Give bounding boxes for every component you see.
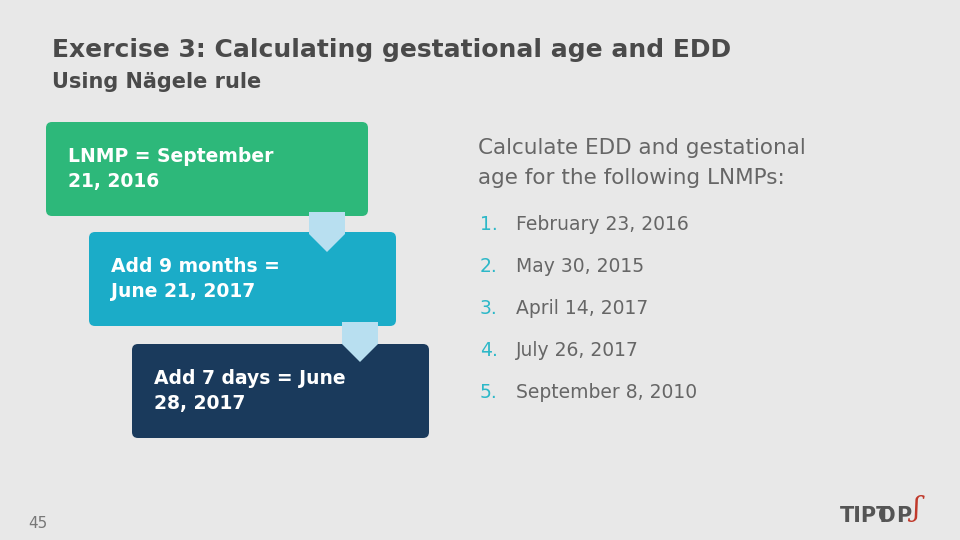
Text: age for the following LNMPs:: age for the following LNMPs: bbox=[478, 168, 784, 188]
FancyBboxPatch shape bbox=[132, 344, 429, 438]
Text: July 26, 2017: July 26, 2017 bbox=[516, 341, 638, 360]
Polygon shape bbox=[309, 212, 345, 252]
FancyBboxPatch shape bbox=[46, 122, 368, 216]
Text: Add 7 days = June
28, 2017: Add 7 days = June 28, 2017 bbox=[154, 369, 346, 414]
Text: ʃ: ʃ bbox=[912, 495, 920, 522]
Text: February 23, 2016: February 23, 2016 bbox=[516, 215, 688, 234]
Text: LNMP = September
21, 2016: LNMP = September 21, 2016 bbox=[68, 147, 274, 191]
Text: 1.: 1. bbox=[480, 215, 497, 234]
Text: Add 9 months =
June 21, 2017: Add 9 months = June 21, 2017 bbox=[111, 256, 280, 301]
Polygon shape bbox=[342, 322, 378, 362]
FancyBboxPatch shape bbox=[89, 232, 396, 326]
Text: 2.: 2. bbox=[480, 257, 497, 276]
Text: 4.: 4. bbox=[480, 341, 498, 360]
Text: 3.: 3. bbox=[480, 299, 497, 318]
Text: Exercise 3: Calculating gestational age and EDD: Exercise 3: Calculating gestational age … bbox=[52, 38, 732, 62]
Text: April 14, 2017: April 14, 2017 bbox=[516, 299, 648, 318]
Text: 45: 45 bbox=[28, 516, 47, 531]
Text: September 8, 2010: September 8, 2010 bbox=[516, 383, 697, 402]
Text: Calculate EDD and gestational: Calculate EDD and gestational bbox=[478, 138, 805, 158]
Text: P: P bbox=[896, 506, 911, 526]
Text: Using Nägele rule: Using Nägele rule bbox=[52, 72, 261, 92]
Text: May 30, 2015: May 30, 2015 bbox=[516, 257, 644, 276]
Text: TIPT: TIPT bbox=[840, 506, 892, 526]
Text: 5.: 5. bbox=[480, 383, 497, 402]
Text: O: O bbox=[878, 506, 896, 526]
